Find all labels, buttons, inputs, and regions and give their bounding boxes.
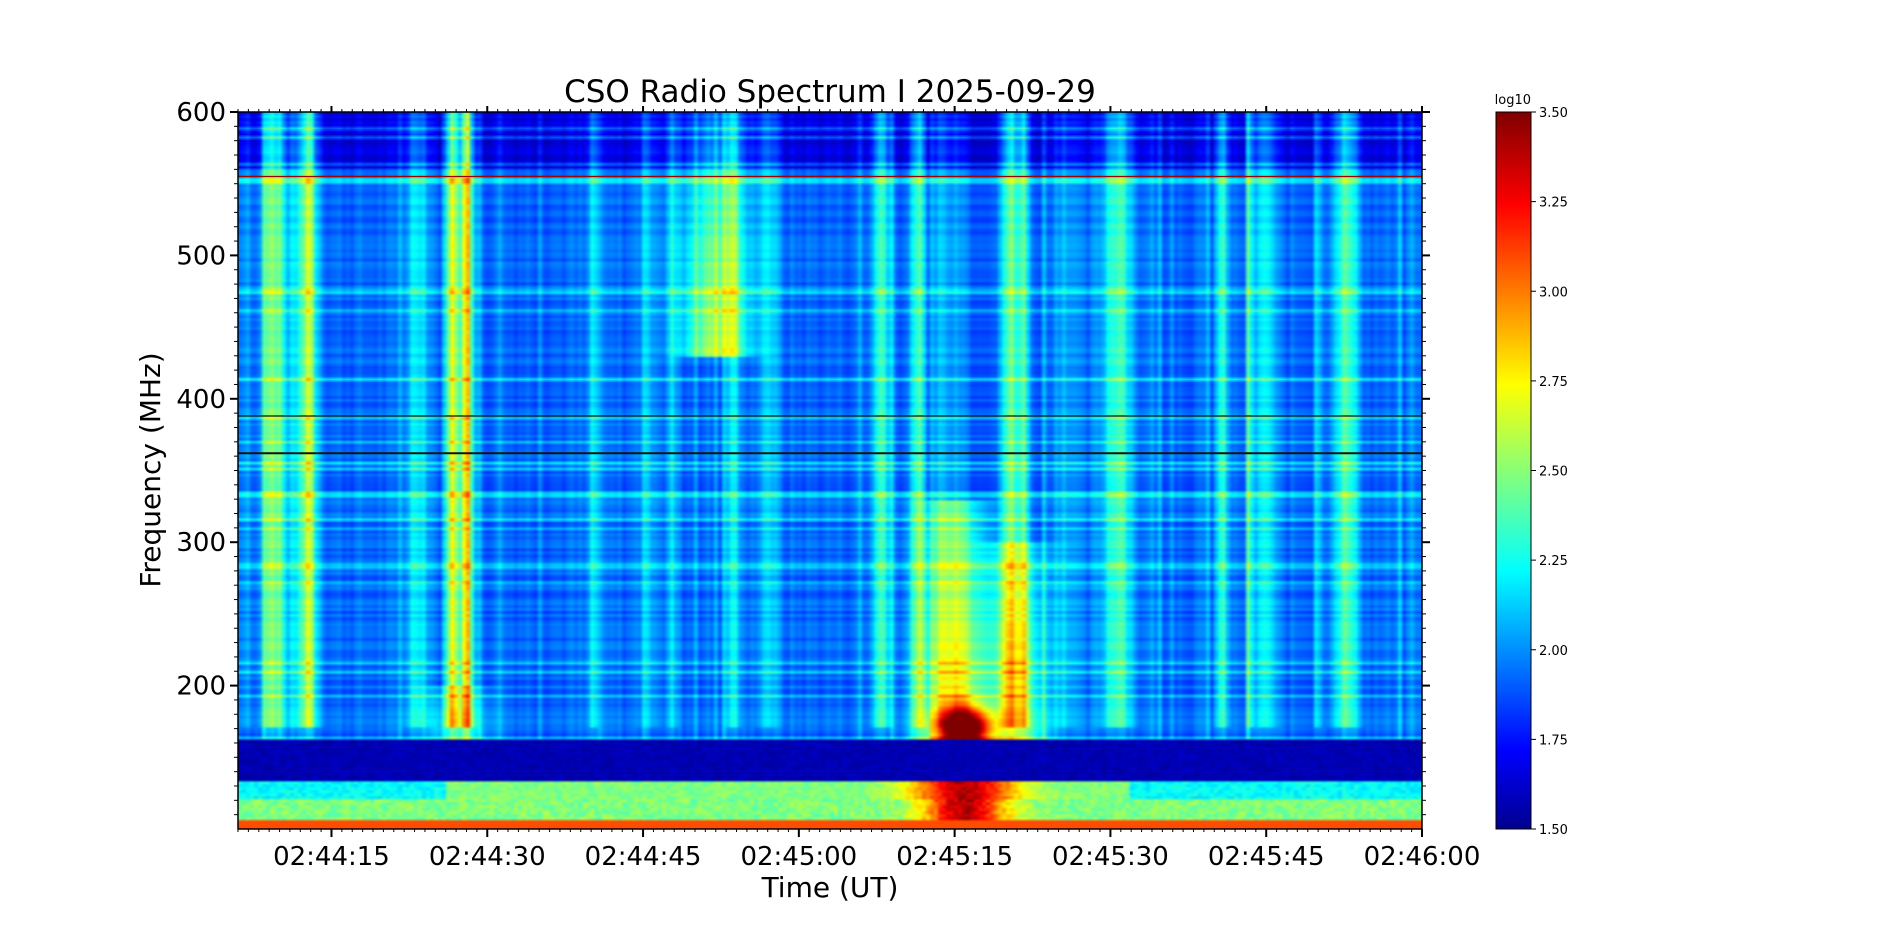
x-tick-label: 02:45:00 [740,842,857,872]
x-tick-label: 02:44:15 [273,842,390,872]
colorbar-tick-label: 2.00 [1539,644,1568,659]
colorbar-tick-label: 2.50 [1539,465,1568,480]
y-tick-label: 400 [176,385,226,415]
spectrogram-image [238,112,1422,829]
colorbar-tick-label: 2.75 [1539,375,1568,390]
colorbar-label: log10 [1495,93,1531,108]
spectrogram-heatmap [238,112,1422,829]
x-axis: 02:44:15 02:44:30 02:44:45 02:45:00 02:45:15… [237,106,1481,872]
colorbar-gradient [1495,111,1532,830]
colorbar-tick-label: 1.75 [1539,733,1568,748]
x-tick-label: 02:45:45 [1208,842,1325,872]
colorbar-tick-label: 1.50 [1539,823,1568,838]
y-tick-label: 300 [176,528,226,558]
x-tick-label: 02:44:30 [429,842,546,872]
x-tick-label: 02:45:30 [1052,842,1169,872]
chart-title: CSO Radio Spectrum I 2025-09-29 [564,74,1096,110]
colorbar-tick-label: 3.00 [1539,285,1568,300]
colorbar-tick-label: 2.25 [1539,554,1568,569]
colorbar: log10 1.50 1.75 2.00 2.25 2.50 2.75 3.00 3.25 3.… [1495,93,1568,838]
colorbar-ticks: 1.50 1.75 2.00 2.25 2.50 2.75 3.00 3.25 3.50 [1531,106,1568,838]
x-axis-label: Time (UT) [761,871,899,904]
y-tick-label: 500 [176,241,226,271]
x-tick-label: 02:46:00 [1364,842,1481,872]
y-tick-label: 200 [176,672,226,702]
y-tick-label: 600 [176,98,226,128]
y-axis: 200 300 400 500 600 [176,98,1430,816]
y-axis-label: Frequency (MHz) [134,352,167,587]
x-tick-label: 02:45:15 [896,842,1013,872]
colorbar-tick-label: 3.25 [1539,196,1568,211]
colorbar-tick-label: 3.50 [1539,106,1568,121]
x-tick-label: 02:44:45 [585,842,702,872]
